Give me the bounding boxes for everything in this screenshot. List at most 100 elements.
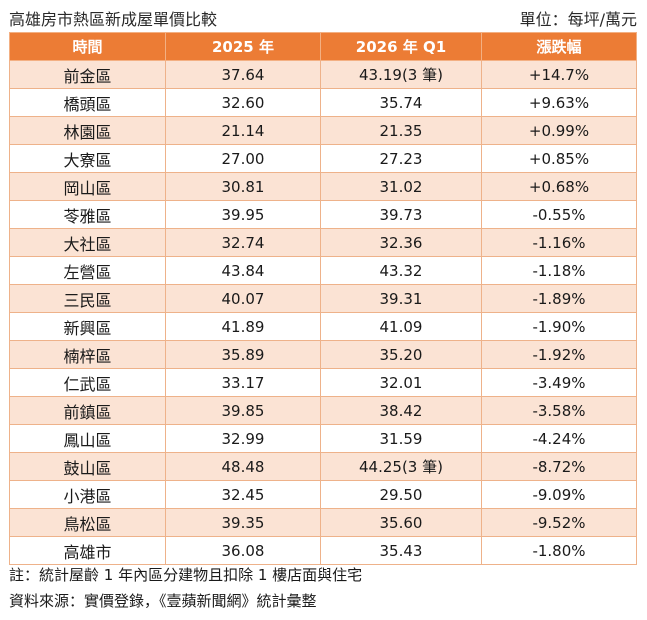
table-row: 苓雅區 39.95 39.73 -0.55% <box>9 200 637 229</box>
value-2025-cell: 40.07 <box>165 284 321 313</box>
value-2026-cell: 21.35 <box>320 116 482 145</box>
value-2026-cell: 27.23 <box>320 144 482 173</box>
table-row: 鳥松區 39.35 35.60 -9.52% <box>9 508 637 537</box>
district-cell: 鼓山區 <box>9 452 166 481</box>
value-2025-cell: 21.14 <box>165 116 321 145</box>
district-cell: 鳥松區 <box>9 508 166 537</box>
table-row: 鳳山區 32.99 31.59 -4.24% <box>9 424 637 453</box>
district-cell: 小港區 <box>9 480 166 509</box>
value-2026-cell: 32.36 <box>320 228 482 257</box>
value-2026-cell: 35.60 <box>320 508 482 537</box>
unit-label: 單位：每坪/萬元 <box>519 10 637 29</box>
district-cell: 楠梓區 <box>9 340 166 369</box>
district-cell: 前鎮區 <box>9 396 166 425</box>
value-2025-cell: 39.35 <box>165 508 321 537</box>
value-2026-cell: 35.43 <box>320 536 482 565</box>
value-2026-cell: 32.01 <box>320 368 482 397</box>
value-2025-cell: 32.99 <box>165 424 321 453</box>
change-cell: +0.68% <box>481 172 637 201</box>
value-2026-cell: 44.25(3 筆) <box>320 452 482 481</box>
value-2025-cell: 48.48 <box>165 452 321 481</box>
value-2026-cell: 31.02 <box>320 172 482 201</box>
table-title: 高雄房市熱區新成屋單價比較 <box>9 10 218 29</box>
footnotes: 註：統計屋齡 1 年內區分建物且扣除 1 樓店面與住宅 資料來源：實價登錄，《壹… <box>9 562 362 614</box>
value-2026-cell: 39.73 <box>320 200 482 229</box>
value-2026-cell: 35.20 <box>320 340 482 369</box>
change-cell: -8.72% <box>481 452 637 481</box>
table-row: 岡山區 30.81 31.02 +0.68% <box>9 172 637 201</box>
district-cell: 仁武區 <box>9 368 166 397</box>
change-cell: -1.18% <box>481 256 637 285</box>
table-caption: 高雄房市熱區新成屋單價比較 單位：每坪/萬元 <box>9 6 637 30</box>
district-cell: 前金區 <box>9 60 166 89</box>
table-row: 前金區 37.64 43.19(3 筆) +14.7% <box>9 60 637 89</box>
value-2025-cell: 39.85 <box>165 396 321 425</box>
table-row: 鼓山區 48.48 44.25(3 筆) -8.72% <box>9 452 637 481</box>
value-2026-cell: 43.32 <box>320 256 482 285</box>
header-2025: 2025 年 <box>165 32 321 61</box>
footnote-note: 註：統計屋齡 1 年內區分建物且扣除 1 樓店面與住宅 <box>9 566 363 584</box>
district-cell: 林園區 <box>9 116 166 145</box>
district-cell: 左營區 <box>9 256 166 285</box>
table-body: 前金區 37.64 43.19(3 筆) +14.7% 橋頭區 32.60 35.74 +9.… <box>9 60 637 565</box>
district-cell: 橋頭區 <box>9 88 166 117</box>
table-row: 橋頭區 32.60 35.74 +9.63% <box>9 88 637 117</box>
district-cell: 苓雅區 <box>9 200 166 229</box>
header-time: 時間 <box>9 32 166 61</box>
change-cell: -9.52% <box>481 508 637 537</box>
value-2025-cell: 43.84 <box>165 256 321 285</box>
value-2025-cell: 32.60 <box>165 88 321 117</box>
value-2026-cell: 41.09 <box>320 312 482 341</box>
table-row: 大社區 32.74 32.36 -1.16% <box>9 228 637 257</box>
header-2026-q1: 2026 年 Q1 <box>320 32 482 61</box>
change-cell: -1.90% <box>481 312 637 341</box>
table-row: 新興區 41.89 41.09 -1.90% <box>9 312 637 341</box>
district-cell: 三民區 <box>9 284 166 313</box>
value-2025-cell: 32.74 <box>165 228 321 257</box>
district-cell: 新興區 <box>9 312 166 341</box>
value-2025-cell: 30.81 <box>165 172 321 201</box>
change-cell: +9.63% <box>481 88 637 117</box>
table-row: 前鎮區 39.85 38.42 -3.58% <box>9 396 637 425</box>
change-cell: -9.09% <box>481 480 637 509</box>
change-cell: +0.85% <box>481 144 637 173</box>
header-change: 漲跌幅 <box>481 32 637 61</box>
table-row: 仁武區 33.17 32.01 -3.49% <box>9 368 637 397</box>
header-row: 時間 2025 年 2026 年 Q1 漲跌幅 <box>9 32 637 61</box>
change-cell: -1.16% <box>481 228 637 257</box>
value-2025-cell: 27.00 <box>165 144 321 173</box>
value-2025-cell: 36.08 <box>165 536 321 565</box>
district-cell: 高雄市 <box>9 536 166 565</box>
price-comparison-table: 時間 2025 年 2026 年 Q1 漲跌幅 前金區 37.64 43.19(3 … <box>9 32 637 565</box>
district-cell: 大社區 <box>9 228 166 257</box>
value-2025-cell: 35.89 <box>165 340 321 369</box>
change-cell: -4.24% <box>481 424 637 453</box>
change-cell: -1.89% <box>481 284 637 313</box>
change-cell: +14.7% <box>481 60 637 89</box>
change-cell: -1.92% <box>481 340 637 369</box>
change-cell: -3.49% <box>481 368 637 397</box>
value-2025-cell: 33.17 <box>165 368 321 397</box>
table-row: 高雄市 36.08 35.43 -1.80% <box>9 536 637 565</box>
value-2026-cell: 35.74 <box>320 88 482 117</box>
value-2026-cell: 43.19(3 筆) <box>320 60 482 89</box>
table-row: 大寮區 27.00 27.23 +0.85% <box>9 144 637 173</box>
district-cell: 大寮區 <box>9 144 166 173</box>
change-cell: -3.58% <box>481 396 637 425</box>
value-2025-cell: 32.45 <box>165 480 321 509</box>
value-2025-cell: 39.95 <box>165 200 321 229</box>
table-row: 林園區 21.14 21.35 +0.99% <box>9 116 637 145</box>
table-row: 三民區 40.07 39.31 -1.89% <box>9 284 637 313</box>
table-row: 左營區 43.84 43.32 -1.18% <box>9 256 637 285</box>
change-cell: +0.99% <box>481 116 637 145</box>
value-2026-cell: 38.42 <box>320 396 482 425</box>
value-2026-cell: 29.50 <box>320 480 482 509</box>
value-2026-cell: 39.31 <box>320 284 482 313</box>
table-row: 楠梓區 35.89 35.20 -1.92% <box>9 340 637 369</box>
table-row: 小港區 32.45 29.50 -9.09% <box>9 480 637 509</box>
value-2025-cell: 37.64 <box>165 60 321 89</box>
value-2025-cell: 41.89 <box>165 312 321 341</box>
district-cell: 岡山區 <box>9 172 166 201</box>
value-2026-cell: 31.59 <box>320 424 482 453</box>
footnote-source: 資料來源：實價登錄，《壹蘋新聞網》統計彙整 <box>9 592 317 610</box>
